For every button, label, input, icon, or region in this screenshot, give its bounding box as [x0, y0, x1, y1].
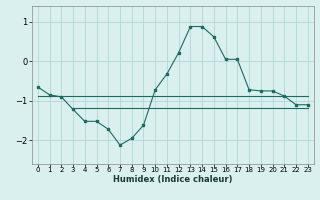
X-axis label: Humidex (Indice chaleur): Humidex (Indice chaleur): [113, 175, 233, 184]
